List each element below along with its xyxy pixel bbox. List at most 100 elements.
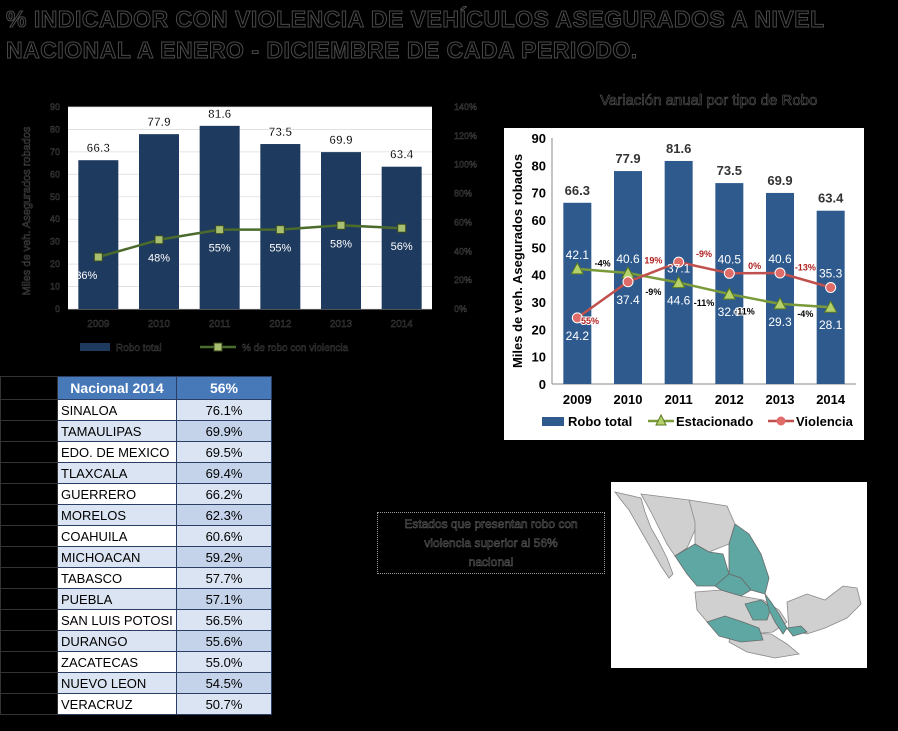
row-rank: 7 xyxy=(0,525,58,547)
chart1-y-tick: 50 xyxy=(50,192,60,202)
row-state-name: TAMAULIPAS xyxy=(57,420,177,442)
chart2-upper-value-label: 40.5 xyxy=(718,252,742,266)
chart2-estacionado-change: -9% xyxy=(645,287,661,297)
tabasco-region xyxy=(786,625,808,637)
chart2-legend-marker-violencia xyxy=(776,416,786,426)
chart2-bar xyxy=(766,192,794,384)
chart2-estacionado-change: -4% xyxy=(595,258,611,268)
chart2-y-axis-label: Miles de veh. Asegurados robados xyxy=(510,154,525,368)
row-value: 69.4% xyxy=(176,462,272,484)
chart2-violencia-change: 19% xyxy=(644,256,662,266)
chart1-bar-label: 73.5 xyxy=(269,125,293,139)
mexico-morelos-tlaxcala-puebla-region xyxy=(744,599,772,621)
chart1-x-tick: 2010 xyxy=(148,319,171,330)
chart2-x-tick: 2010 xyxy=(614,392,643,407)
chart2-estacionado-marker xyxy=(570,261,585,275)
row-value: 54.5% xyxy=(176,672,272,694)
chart1-line-violence xyxy=(97,224,402,259)
chart2-y-tick: 40 xyxy=(532,268,546,283)
chart2-bar-label: 66.3 xyxy=(565,183,590,198)
chart2-line-estacionado xyxy=(577,267,831,309)
chart1-bar-label: 63.4 xyxy=(390,148,414,162)
baja-california-region xyxy=(614,491,674,579)
row-state-name: GUERRERO xyxy=(57,483,177,505)
chart1-line-marker xyxy=(215,225,225,235)
row-state-name: SAN LUIS POTOSI xyxy=(57,609,177,631)
table-row: 6 MORELOS 62.3% xyxy=(0,504,272,526)
chart1-y2-tick: 120% xyxy=(454,131,477,141)
chart2-lower-value-label: 29.3 xyxy=(768,315,792,329)
table-row: 4 TLAXCALA 69.4% xyxy=(0,462,272,484)
chart1-y2-tick: 80% xyxy=(454,189,472,199)
row-value: 50.7% xyxy=(176,693,272,715)
table-row: 10 PUEBLA 57.1% xyxy=(0,588,272,610)
chart1-legend-swatch-bars xyxy=(80,343,110,351)
chart1-y-tick: 70 xyxy=(50,147,60,157)
chart1-x-tick: 2011 xyxy=(209,319,231,330)
chart1-y2-tick: 40% xyxy=(454,246,472,256)
chart2-bar xyxy=(715,183,744,384)
row-state-name: DURANGO xyxy=(57,630,177,652)
chart2-estacionado-change: -11% xyxy=(734,306,755,316)
row-state-name: PUEBLA xyxy=(57,588,177,610)
row-value: 57.1% xyxy=(176,588,272,610)
chart1-legend-marker xyxy=(213,342,223,352)
row-value: 55.0% xyxy=(176,651,272,673)
chart1-bar-label: 66.3 xyxy=(87,141,111,155)
chart1-y-tick: 30 xyxy=(50,237,60,247)
row-rank: 15 xyxy=(0,693,58,715)
chart2-violencia-marker xyxy=(622,276,634,288)
row-rank: 6 xyxy=(0,504,58,526)
row-rank: 11 xyxy=(0,609,58,631)
chart1-plot-area xyxy=(68,107,432,309)
row-state-name: ZACATECAS xyxy=(57,651,177,673)
row-value: 57.7% xyxy=(176,567,272,589)
row-value: 60.6% xyxy=(176,525,272,547)
chart2-legend-label: Estacionado xyxy=(676,414,753,429)
note-line: nacional xyxy=(468,555,514,570)
chart2-bar xyxy=(664,160,693,384)
chart1-y2-tick: 20% xyxy=(454,275,472,285)
chart1-bar-label: 77.9 xyxy=(147,115,171,129)
row-state-name: SINALOA xyxy=(57,399,177,421)
chart2-y-tick: 10 xyxy=(532,350,546,365)
table-row: 2 TAMAULIPAS 69.9% xyxy=(0,420,272,442)
chart1-y-tick: 90 xyxy=(50,102,60,112)
chart2-estacionado-marker xyxy=(773,296,787,310)
row-rank: 9 xyxy=(0,567,58,589)
chart2-violencia-change: -9% xyxy=(696,249,712,259)
table-row: 8 MICHOACAN 59.2% xyxy=(0,546,272,568)
chart1-y2-tick: 0% xyxy=(454,304,467,314)
chart2-violencia-change: 0% xyxy=(748,261,761,271)
chart2-violencia-marker xyxy=(723,267,735,279)
row-rank: 12 xyxy=(0,630,58,652)
table-row: 12 DURANGO 55.6% xyxy=(0,630,272,652)
chart1-bar-label: 69.9 xyxy=(329,133,353,147)
row-rank: 1 xyxy=(0,399,58,421)
chart2-line-violencia xyxy=(576,260,832,319)
chart2-y-tick: 70 xyxy=(532,186,546,201)
chart2-upper-value-label: 40.6 xyxy=(768,252,792,266)
chart2-legend-label: Violencia xyxy=(796,414,854,429)
row-state-name: COAHUILA xyxy=(57,525,177,547)
row-value: 66.2% xyxy=(176,483,272,505)
row-rank: 4 xyxy=(0,462,58,484)
chart2-y-tick: 90 xyxy=(532,131,546,146)
chart2-bar xyxy=(563,202,592,384)
chart1-y2-tick: 100% xyxy=(454,160,477,170)
rank-header xyxy=(0,376,58,400)
chart2-violencia-marker xyxy=(774,267,786,279)
chart1-bar-label: 81.6 xyxy=(208,107,232,121)
veracruz-region xyxy=(764,593,788,635)
row-rank: 10 xyxy=(0,588,58,610)
chart1-line-label: 36% xyxy=(75,270,97,282)
chart2-bar-label: 63.4 xyxy=(818,191,844,206)
mexico-map-svg xyxy=(614,491,862,659)
row-value: 56.5% xyxy=(176,609,272,631)
chart2-violencia-marker xyxy=(673,256,685,268)
row-state-name: VERACRUZ xyxy=(57,693,177,715)
table-row: 9 TABASCO 57.7% xyxy=(0,567,272,589)
chart2-y-tick: 0 xyxy=(539,377,546,392)
table-row: 11 SAN LUIS POTOSI 56.5% xyxy=(0,609,272,631)
chart1-line-label: 48% xyxy=(148,253,170,265)
